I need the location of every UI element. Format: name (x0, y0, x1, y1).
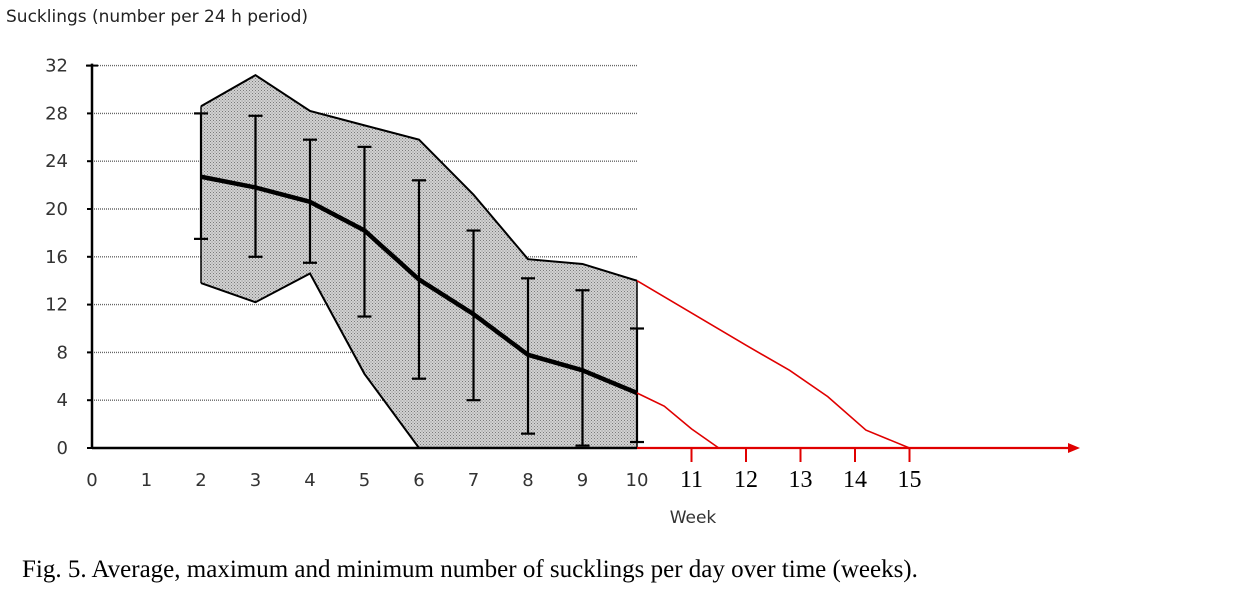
error-bar-week-9 (575, 289, 590, 447)
x-tick-label-7: 7 (468, 470, 479, 491)
mean-extrapolation-line (636, 392, 720, 449)
y-tick-label-28: 28 (45, 103, 68, 124)
x-tick-label-13: 13 (789, 467, 813, 493)
x-tick-label-9: 9 (577, 470, 588, 491)
x-tick-label-15: 15 (898, 467, 922, 493)
maximum-extrapolation-line (636, 280, 910, 449)
x-tick-label-0: 0 (86, 470, 97, 491)
figure-caption: Fig. 5. Average, maximum and minimum num… (22, 556, 918, 583)
x-tick-label-14: 14 (843, 467, 867, 493)
x-tick-label-8: 8 (522, 470, 533, 491)
y-tick-labels: 0 4 8 12 16 20 24 28 32 (45, 56, 68, 459)
x-tick-label-2: 2 (195, 470, 206, 491)
y-tick-label-8: 8 (57, 342, 68, 363)
y-tick-label-32: 32 (45, 56, 68, 77)
error-bar-week-10 (630, 327, 644, 444)
y-tick-label-4: 4 (57, 390, 68, 411)
y-tick-label-12: 12 (45, 295, 68, 316)
x-tick-label-3: 3 (250, 470, 261, 491)
x-tick-label-1: 1 (141, 470, 152, 491)
x-tick-labels: 0 1 2 3 4 5 6 7 8 9 10 11 12 13 14 15 (86, 467, 921, 493)
axes (86, 63, 1080, 462)
y-axis-title: Sucklings (number per 24 h period) (6, 7, 308, 27)
y-tick-label-16: 16 (45, 247, 68, 268)
x-axis-arrowhead (1068, 443, 1080, 453)
x-tick-label-4: 4 (304, 470, 315, 491)
y-tick-label-20: 20 (45, 199, 68, 220)
series-lines (200, 174, 910, 449)
error-bar-week-2 (194, 112, 208, 240)
x-tick-label-12: 12 (734, 467, 758, 493)
mean-line (200, 174, 638, 396)
x-axis-title: Week (670, 508, 717, 528)
y-tick-label-24: 24 (45, 151, 68, 172)
x-tick-label-11: 11 (680, 467, 703, 493)
y-tick-label-0: 0 (57, 438, 68, 459)
x-tick-label-10: 10 (626, 470, 649, 491)
maximum-line (200, 73, 638, 282)
x-tick-label-5: 5 (359, 470, 370, 491)
x-tick-label-6: 6 (413, 470, 424, 491)
